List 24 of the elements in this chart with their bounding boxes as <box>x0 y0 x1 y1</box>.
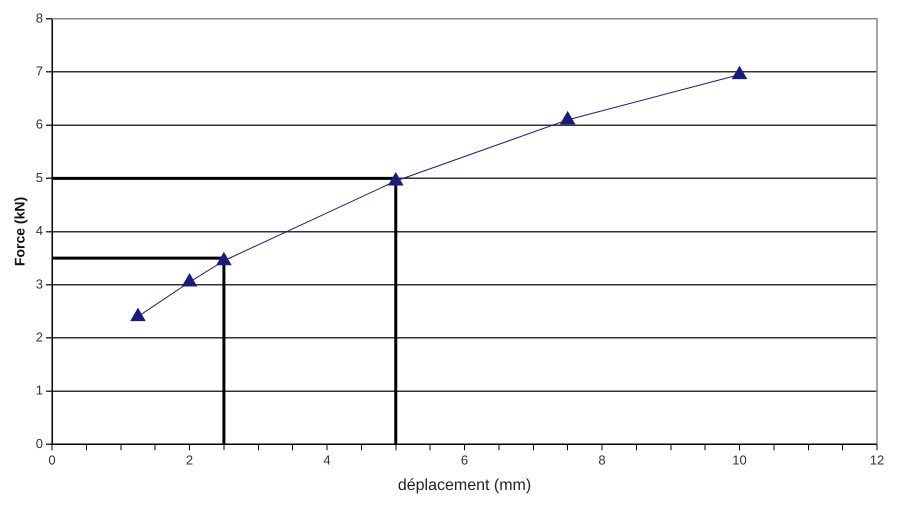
x-axis-title: déplacement (mm) <box>398 476 532 494</box>
x-tick-label: 2 <box>186 452 194 468</box>
point <box>560 111 576 124</box>
x-tick-label: 6 <box>460 452 468 468</box>
x-tick-label: 12 <box>870 452 884 468</box>
y-tick-label: 8 <box>36 10 44 26</box>
x-tick-label: 4 <box>323 452 331 468</box>
y-tick-label: 4 <box>36 223 44 238</box>
point <box>388 172 404 186</box>
x-tick-label: 10 <box>732 452 747 468</box>
y-tick-label: 0 <box>36 436 44 451</box>
y-tick-label: 5 <box>36 170 44 185</box>
y-axis-title: Force (kN) <box>11 196 28 266</box>
point <box>130 308 146 322</box>
y-tick-label: 3 <box>36 276 44 292</box>
y-tick-label: 7 <box>36 64 44 79</box>
point <box>182 274 197 287</box>
y-tick-label: 1 <box>36 382 44 398</box>
y-tick-label: 2 <box>36 329 44 344</box>
point <box>216 252 232 266</box>
x-tick-label: 0 <box>48 452 56 468</box>
point <box>732 66 747 80</box>
x-tick-label: 8 <box>598 452 606 468</box>
y-tick-label: 6 <box>36 116 44 132</box>
